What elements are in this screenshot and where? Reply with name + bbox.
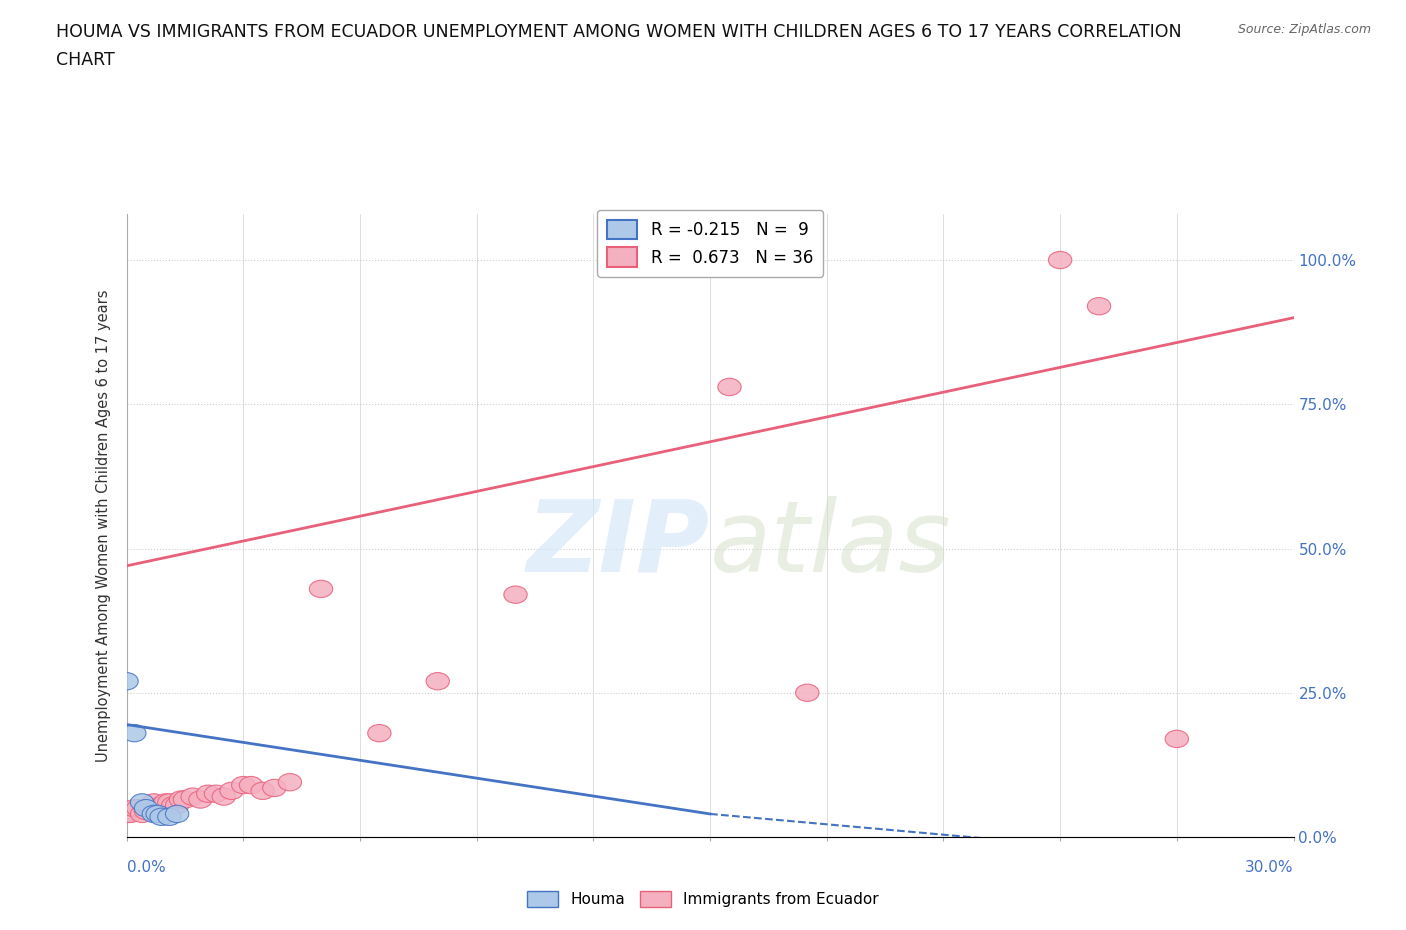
Ellipse shape — [219, 782, 243, 800]
Ellipse shape — [1166, 730, 1188, 748]
Ellipse shape — [426, 672, 450, 690]
Ellipse shape — [131, 805, 153, 822]
Ellipse shape — [135, 803, 157, 819]
Ellipse shape — [157, 808, 181, 826]
Text: 0.0%: 0.0% — [127, 860, 166, 875]
Ellipse shape — [368, 724, 391, 742]
Ellipse shape — [166, 805, 188, 822]
Text: atlas: atlas — [710, 496, 952, 592]
Text: 30.0%: 30.0% — [1246, 860, 1294, 875]
Ellipse shape — [263, 779, 285, 797]
Ellipse shape — [252, 782, 274, 800]
Ellipse shape — [718, 379, 741, 395]
Ellipse shape — [796, 684, 818, 701]
Ellipse shape — [138, 800, 162, 817]
Ellipse shape — [142, 805, 166, 822]
Text: Source: ZipAtlas.com: Source: ZipAtlas.com — [1237, 23, 1371, 36]
Ellipse shape — [169, 790, 193, 808]
Ellipse shape — [1049, 251, 1071, 269]
Y-axis label: Unemployment Among Women with Children Ages 6 to 17 years: Unemployment Among Women with Children A… — [96, 289, 111, 762]
Ellipse shape — [127, 800, 150, 817]
Ellipse shape — [232, 777, 254, 793]
Text: CHART: CHART — [56, 51, 115, 69]
Ellipse shape — [162, 797, 186, 814]
Text: HOUMA VS IMMIGRANTS FROM ECUADOR UNEMPLOYMENT AMONG WOMEN WITH CHILDREN AGES 6 T: HOUMA VS IMMIGRANTS FROM ECUADOR UNEMPLO… — [56, 23, 1182, 41]
Ellipse shape — [309, 580, 333, 598]
Ellipse shape — [181, 788, 204, 805]
Ellipse shape — [153, 793, 177, 811]
Ellipse shape — [204, 785, 228, 803]
Ellipse shape — [1087, 298, 1111, 315]
Ellipse shape — [278, 774, 301, 790]
Ellipse shape — [166, 797, 188, 814]
Ellipse shape — [197, 785, 219, 803]
Ellipse shape — [150, 797, 173, 814]
Ellipse shape — [122, 800, 146, 817]
Ellipse shape — [122, 724, 146, 742]
Text: ZIP: ZIP — [527, 496, 710, 592]
Ellipse shape — [157, 793, 181, 811]
Ellipse shape — [150, 808, 173, 826]
Ellipse shape — [115, 672, 138, 690]
Legend: Houma, Immigrants from Ecuador: Houma, Immigrants from Ecuador — [522, 884, 884, 913]
Ellipse shape — [146, 800, 169, 817]
Ellipse shape — [115, 805, 138, 822]
Ellipse shape — [131, 793, 153, 811]
Ellipse shape — [118, 805, 142, 822]
Ellipse shape — [146, 805, 169, 822]
Ellipse shape — [503, 586, 527, 604]
Ellipse shape — [188, 790, 212, 808]
Ellipse shape — [173, 790, 197, 808]
Ellipse shape — [142, 793, 166, 811]
Ellipse shape — [239, 777, 263, 793]
Ellipse shape — [135, 800, 157, 817]
Ellipse shape — [212, 788, 235, 805]
Legend: R = -0.215   N =  9, R =  0.673   N = 36: R = -0.215 N = 9, R = 0.673 N = 36 — [598, 210, 823, 276]
